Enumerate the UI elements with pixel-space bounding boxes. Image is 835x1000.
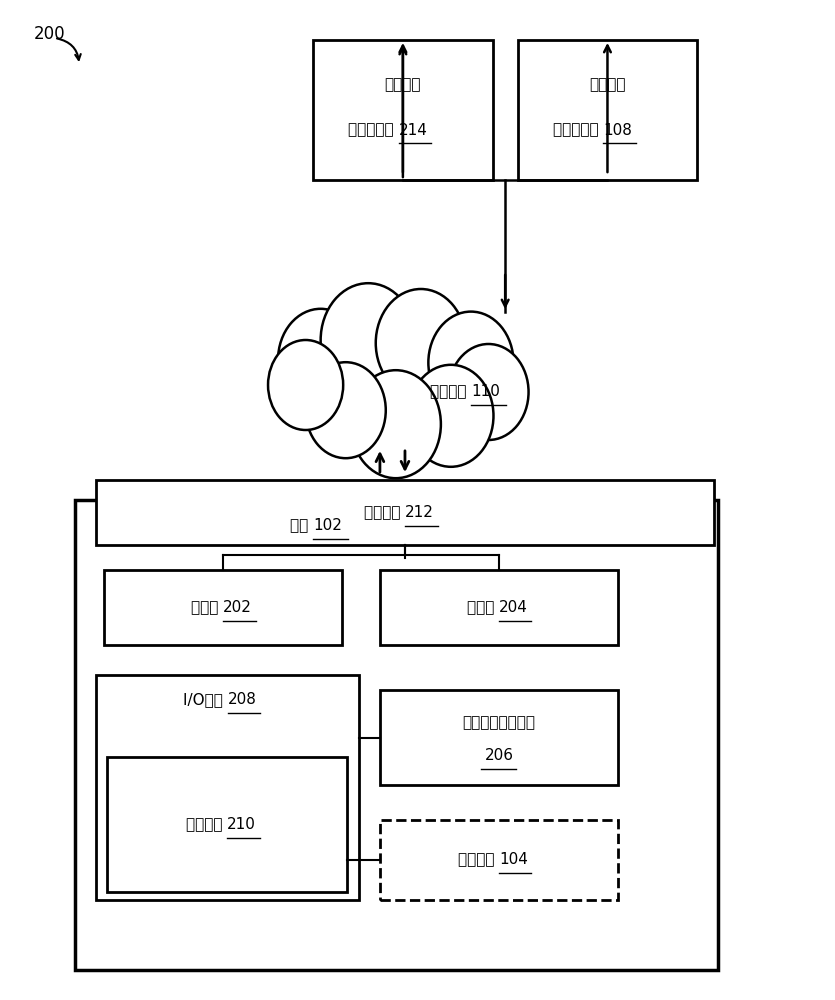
Circle shape [321,283,416,397]
Text: 系统: 系统 [290,518,313,533]
FancyBboxPatch shape [380,570,618,645]
Text: I/O设备: I/O设备 [183,692,227,708]
Text: 用户设备: 用户设备 [458,852,499,867]
FancyBboxPatch shape [104,570,342,645]
Text: 200: 200 [33,25,65,43]
FancyBboxPatch shape [380,820,618,900]
Circle shape [351,370,441,478]
Text: 求解器机器: 求解器机器 [553,123,603,138]
Text: 处理器: 处理器 [191,600,223,615]
Text: 显示设备: 显示设备 [185,817,227,832]
FancyBboxPatch shape [313,40,493,180]
Text: 104: 104 [499,852,528,867]
Text: 存储器: 存储器 [467,600,499,615]
Text: 212: 212 [405,505,434,520]
Text: 第二优化: 第二优化 [385,78,421,93]
Text: 110: 110 [471,384,500,399]
Text: 202: 202 [223,600,252,615]
Text: 求解器机器: 求解器机器 [348,123,399,138]
Circle shape [428,312,514,414]
FancyBboxPatch shape [518,40,697,180]
Text: 210: 210 [227,817,256,832]
Text: 108: 108 [603,123,632,138]
Circle shape [306,362,386,458]
Circle shape [278,309,363,411]
Text: 第一优化: 第一优化 [590,78,625,93]
FancyBboxPatch shape [75,500,718,970]
Text: 网络接口: 网络接口 [363,505,405,520]
FancyBboxPatch shape [107,757,347,892]
Circle shape [376,289,466,397]
Text: 通信网络: 通信网络 [429,384,471,399]
Text: 206: 206 [484,748,514,763]
Circle shape [268,340,343,430]
Text: 204: 204 [499,600,528,615]
Circle shape [448,344,529,440]
Text: 208: 208 [227,692,256,708]
FancyBboxPatch shape [380,690,618,785]
FancyBboxPatch shape [96,480,714,545]
FancyBboxPatch shape [96,675,359,900]
Text: 永久数据存储装置: 永久数据存储装置 [463,715,535,730]
Text: 214: 214 [399,123,428,138]
Circle shape [408,365,493,467]
Text: 102: 102 [313,518,342,533]
Ellipse shape [294,347,508,424]
